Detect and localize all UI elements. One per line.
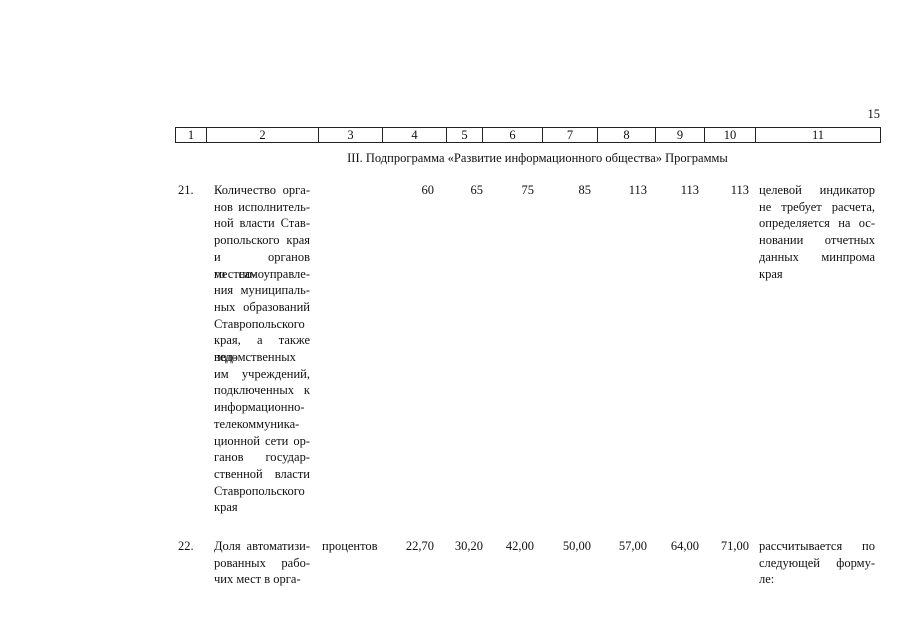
note-line: рассчитывается по	[759, 539, 875, 553]
value: 60	[421, 183, 435, 197]
section-title: III. Подпрограмма «Развитие информационн…	[347, 151, 728, 165]
header-cell: 2	[206, 127, 319, 143]
name-line: рованных рабо-	[214, 555, 310, 570]
name-line: Ставропольского	[214, 483, 305, 498]
header-cell: 8	[597, 127, 656, 143]
note-line: края	[759, 266, 783, 281]
name-line: го самоуправле-	[214, 266, 310, 281]
header-cell: 11	[755, 127, 881, 143]
value: 113	[680, 183, 699, 197]
value: 113	[628, 183, 647, 197]
name-line: ведомственных	[214, 350, 296, 364]
name-line: Количество орга-	[214, 183, 310, 197]
name-line: ганов государ-	[214, 450, 310, 465]
name-line: информационно-	[214, 400, 305, 415]
value: 50,00	[562, 539, 591, 553]
note-line: следующей форму-	[759, 555, 875, 570]
name-line: ропольского края	[214, 233, 310, 248]
value: 65	[470, 183, 484, 197]
page-number: 15	[867, 107, 881, 121]
header-cell: 10	[704, 127, 756, 143]
row-number: 22.	[178, 539, 194, 553]
header-cell: 6	[482, 127, 543, 143]
header-cell: 7	[542, 127, 598, 143]
note-line: определяется на ос-	[759, 216, 875, 231]
note-line: новании отчетных	[759, 233, 875, 248]
header-cell: 5	[446, 127, 483, 143]
name-line: ных образований	[214, 299, 310, 314]
row-number: 21.	[178, 183, 194, 197]
name-line: края	[214, 500, 238, 515]
value: 85	[578, 183, 592, 197]
header-cell: 9	[655, 127, 705, 143]
name-line: ния муниципаль-	[214, 283, 310, 298]
name-line: Ставропольского	[214, 316, 305, 331]
note-line: ле:	[759, 572, 775, 587]
header-cell: 4	[382, 127, 447, 143]
header-cell: 1	[175, 127, 207, 143]
name-line: ционной сети ор-	[214, 433, 310, 448]
value: 71,00	[720, 539, 749, 553]
name-line: чих мест в орга-	[214, 572, 301, 587]
value: 113	[730, 183, 749, 197]
name-line: подключенных к	[214, 383, 310, 398]
unit: процентов	[322, 539, 378, 553]
value: 75	[521, 183, 535, 197]
name-line: ственной власти	[214, 466, 310, 481]
note-line: целевой индикатор	[759, 183, 875, 197]
name-line: им учреждений,	[214, 366, 310, 381]
name-line: Доля автоматизи-	[214, 539, 310, 553]
name-line: ной власти Став-	[214, 216, 310, 231]
name-line: телекоммуника-	[214, 416, 300, 431]
value: 22,70	[405, 539, 434, 553]
value: 42,00	[505, 539, 534, 553]
header-cell: 3	[318, 127, 383, 143]
value: 30,20	[454, 539, 483, 553]
name-line: нов исполнитель-	[214, 199, 310, 214]
name-line: и органов местно-	[214, 249, 310, 281]
value: 57,00	[618, 539, 647, 553]
note-line: не требует расчета,	[759, 199, 875, 214]
name-line: края, а также под-	[214, 333, 310, 364]
value: 64,00	[670, 539, 699, 553]
note-line: данных минпрома	[759, 249, 875, 264]
